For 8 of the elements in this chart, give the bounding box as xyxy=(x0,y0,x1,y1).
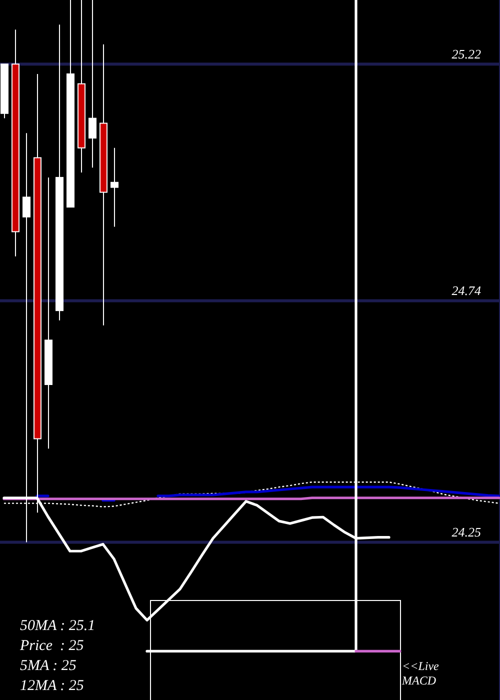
y-tick-label: 25.22 xyxy=(452,46,482,62)
y-tick-label: 24.74 xyxy=(452,282,482,298)
annotation: 5MA : 25 xyxy=(20,658,77,674)
annotation: Price : 25 xyxy=(19,638,84,654)
y-tick-label: 24.25 xyxy=(452,524,482,540)
annotation: 12MA : 25 xyxy=(20,678,84,694)
annotation: 50MA : 25.1 xyxy=(20,618,96,634)
annotation: <<Live MACD xyxy=(401,659,440,688)
